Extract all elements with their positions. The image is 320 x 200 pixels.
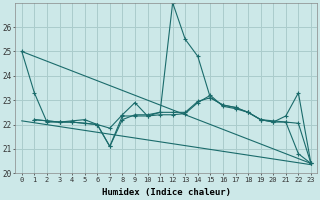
X-axis label: Humidex (Indice chaleur): Humidex (Indice chaleur) xyxy=(102,188,231,197)
